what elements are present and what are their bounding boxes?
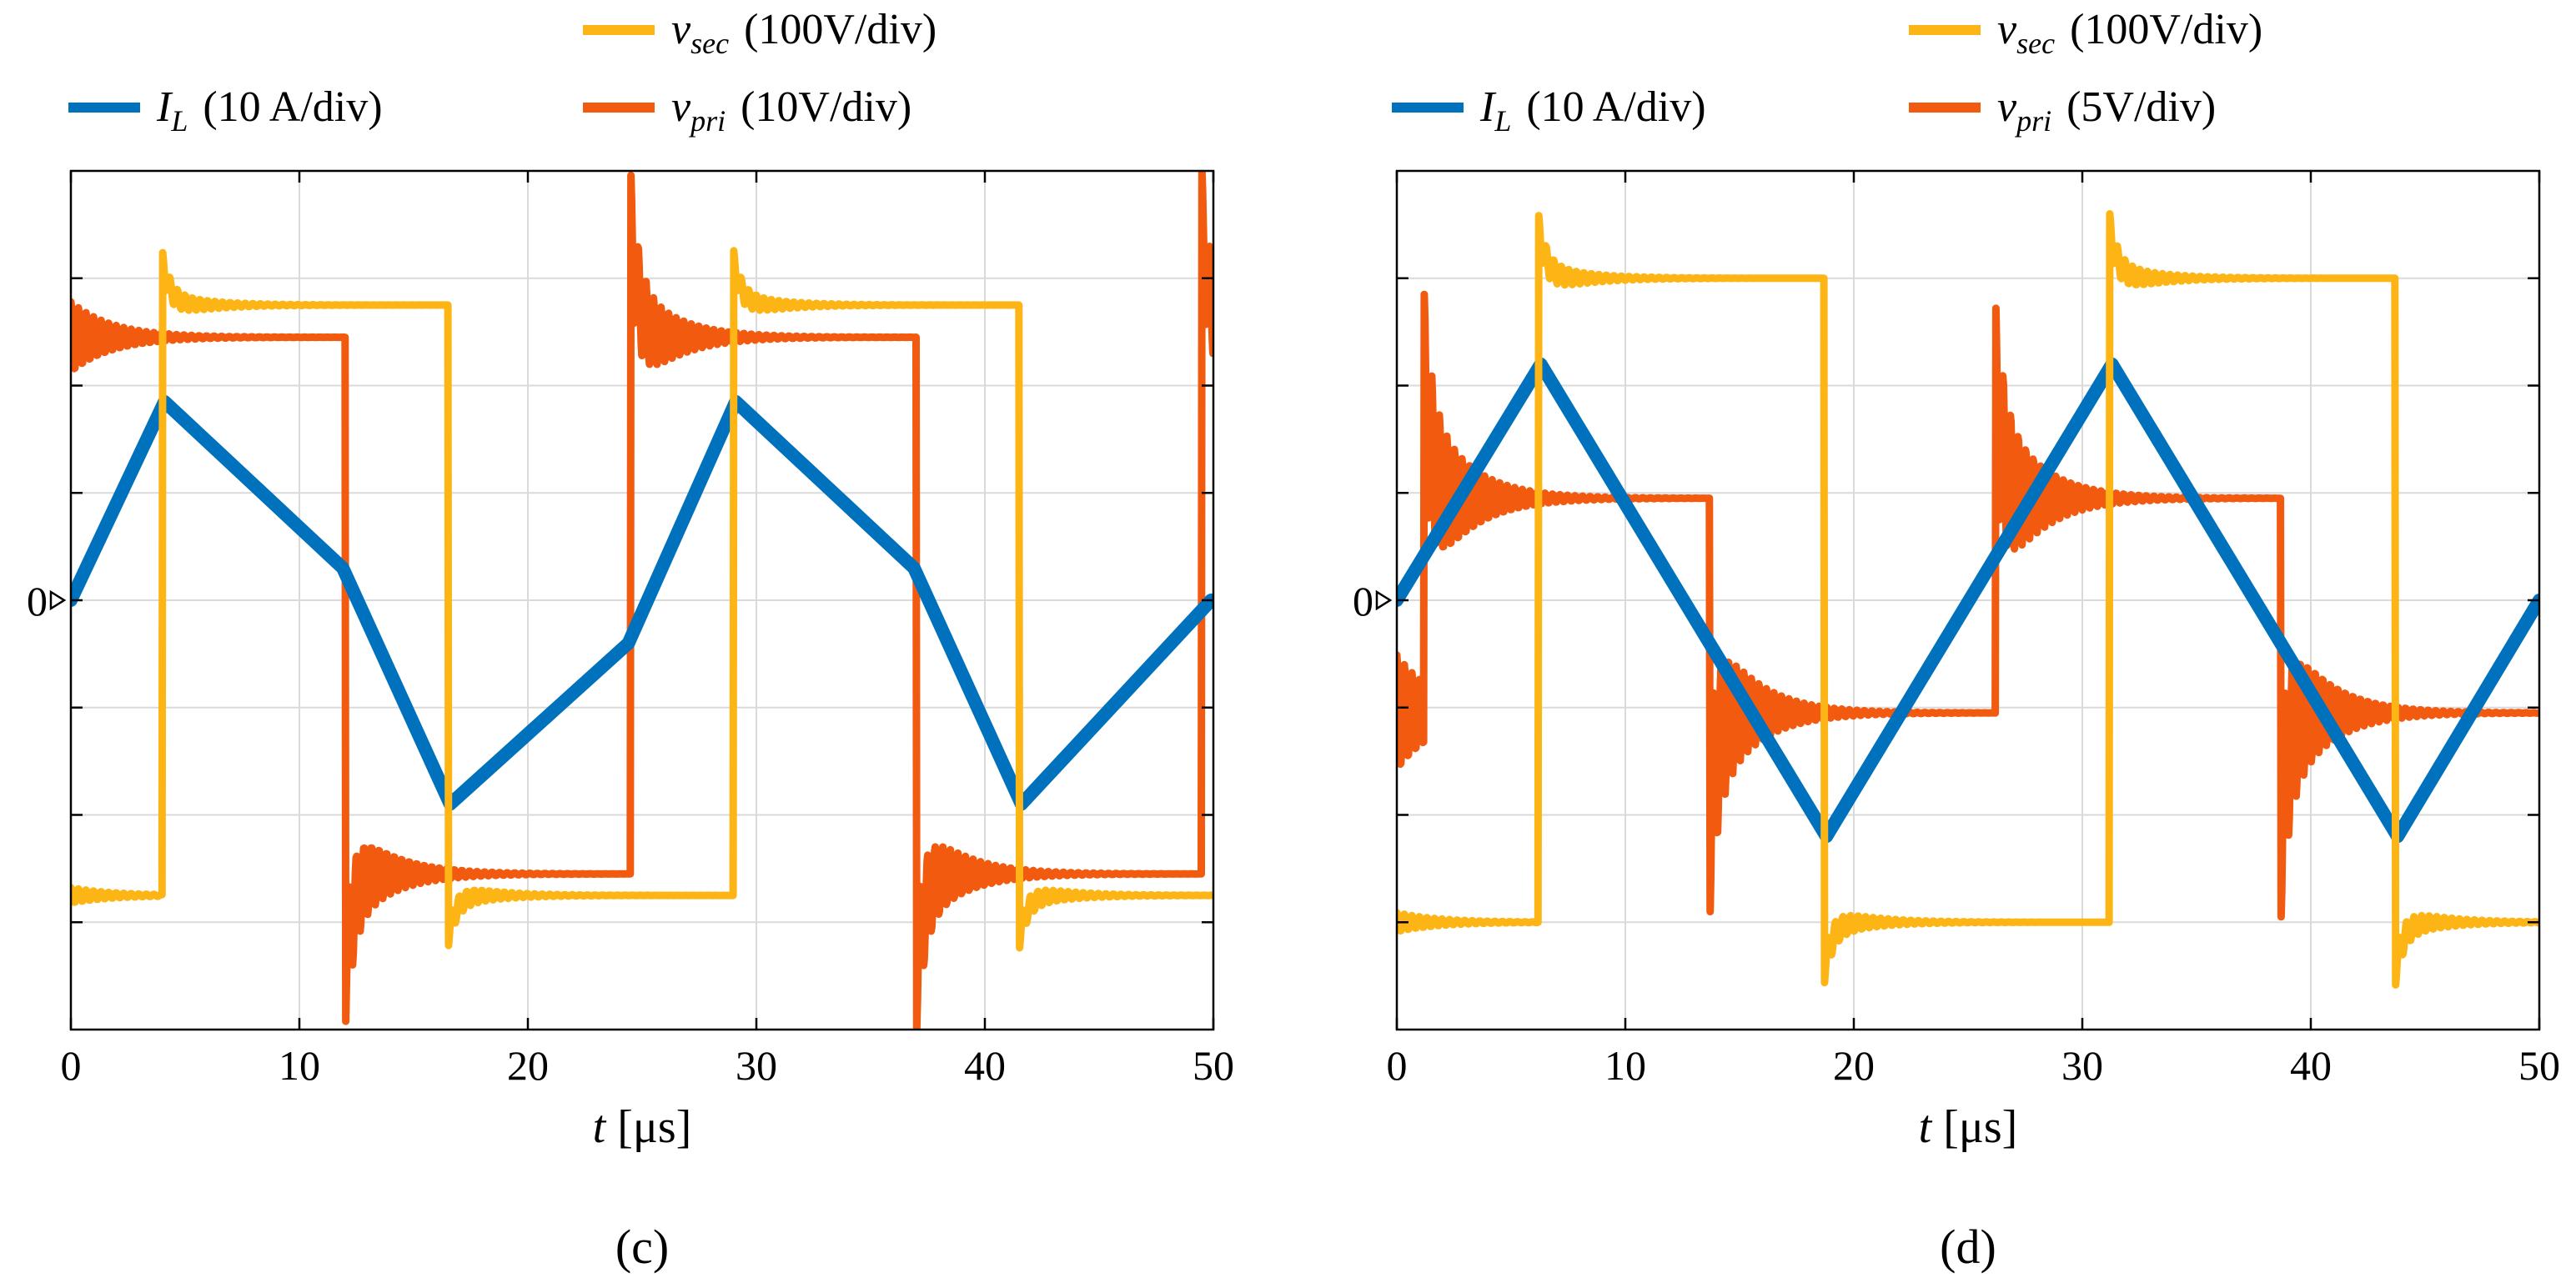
zero-marker-icon [1375,589,1393,611]
legend-label: IL (10 A/div) [156,83,383,138]
legend-item-IL: IL (10 A/div) [68,83,383,138]
x-tick-label: 20 [507,1042,549,1089]
legend-label: IL (10 A/div) [1479,83,1706,138]
panel-label: (c) [615,1220,669,1274]
series-vsec-line [1397,210,2539,989]
panel-c: 0 10 20 30 40 50 0 t [μs] (c) IL (10 A/div) vsec (10… [27,6,1234,1274]
series-group [1397,210,2539,989]
series-group [71,171,1213,1030]
panel-label: (d) [1940,1220,1996,1274]
x-tick-label: 0 [1387,1042,1408,1089]
zero-marker-icon [49,589,67,611]
x-tick-label: 30 [2061,1042,2103,1089]
x-tick-label: 20 [1833,1042,1875,1089]
series-IL-line [71,394,1213,811]
x-tick-label: 10 [279,1042,320,1089]
zero-label: 0 [27,578,48,624]
series-IL-line [1397,357,2539,844]
x-tick-label: 0 [61,1042,82,1089]
legend-item-IL: IL (10 A/div) [1392,83,1706,138]
x-tick-label: 30 [736,1042,777,1089]
panel-d: 0 10 20 30 40 50 0 t [μs] (d) IL (10 A/div) vsec (10… [1353,6,2560,1274]
legend-item-vsec: vsec (100V/div) [583,6,936,60]
x-axis-label: t [μs] [593,1101,692,1153]
x-tick-label: 50 [2518,1042,2560,1089]
legend-label: vsec (100V/div) [671,6,936,60]
x-tick-label: 40 [964,1042,1006,1089]
zero-label: 0 [1353,578,1373,624]
legend-label: vsec (100V/div) [1997,6,2262,60]
x-tick-label: 10 [1604,1042,1646,1089]
x-axis-label: t [μs] [1919,1101,2018,1153]
legend-item-vsec: vsec (100V/div) [1909,6,2262,60]
x-tick-label: 50 [1193,1042,1234,1089]
legend-item-vpri: vpri (10V/div) [583,83,911,138]
legend-label: vpri (5V/div) [1997,83,2216,138]
legend-label: vpri (10V/div) [671,83,911,138]
series-vsec-line [71,247,1213,952]
series-vpri-line [1397,290,2539,921]
legend-item-vpri: vpri (5V/div) [1909,83,2216,138]
x-tick-label: 40 [2290,1042,2332,1089]
